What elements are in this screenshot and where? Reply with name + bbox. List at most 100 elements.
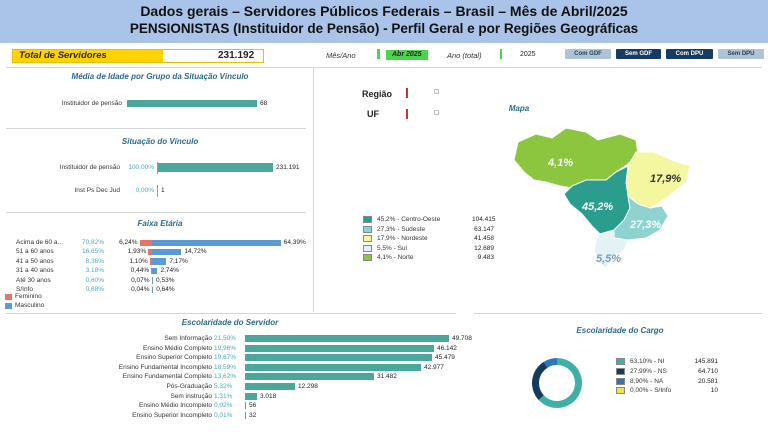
total-label: Total de Servidores bbox=[13, 50, 163, 62]
escolaridade-bar[interactable] bbox=[245, 354, 432, 362]
escolaridade-bar[interactable] bbox=[245, 383, 295, 390]
escolaridade-value: 45.479 bbox=[435, 354, 455, 362]
com-dpu-button[interactable]: Com DPU bbox=[666, 49, 713, 59]
uf-filter[interactable] bbox=[406, 109, 464, 119]
escolaridade-row-label: Ensino Fundamental Completo bbox=[122, 373, 212, 381]
escolaridade-pct: 18,59% bbox=[214, 363, 237, 371]
escolaridade-cargo-donut bbox=[532, 358, 582, 408]
escolaridade-value: 49.708 bbox=[452, 335, 472, 342]
cargo-legend-value: 64.710 bbox=[698, 367, 718, 375]
situacao-row-label: Instituidor de pensão bbox=[59, 164, 120, 171]
map-legend-swatch bbox=[363, 254, 372, 261]
cargo-legend-swatch bbox=[616, 358, 625, 365]
map-region-sul[interactable] bbox=[593, 229, 629, 269]
escolaridade-value: 12.298 bbox=[298, 383, 318, 390]
faixa-fem-bar[interactable] bbox=[151, 277, 152, 284]
total-value: 231.192 bbox=[218, 50, 255, 61]
escolaridade-bar[interactable] bbox=[245, 411, 246, 419]
escolaridade-bar[interactable] bbox=[245, 402, 246, 410]
sem-gdf-button[interactable]: Sem GDF bbox=[616, 49, 661, 59]
escolaridade-row-label: Sem instrução bbox=[170, 392, 212, 400]
regiao-label: Região bbox=[362, 89, 393, 99]
escolaridade-pct: 21,50% bbox=[214, 335, 237, 342]
escolaridade-bar[interactable] bbox=[245, 392, 257, 400]
cargo-legend-label[interactable]: 63,10% - NI bbox=[630, 358, 665, 365]
donut-slice[interactable] bbox=[543, 358, 557, 368]
cargo-legend-swatch bbox=[616, 387, 625, 395]
escolaridade-pct: 19,67% bbox=[214, 354, 237, 362]
cargo-legend-swatch bbox=[616, 377, 625, 385]
cargo-legend-label[interactable]: 27,99% - NS bbox=[630, 367, 667, 375]
sem-dpu-button[interactable]: Sem DPU bbox=[718, 49, 764, 59]
faixa-pct: 16,65% bbox=[81, 248, 104, 256]
faixa-row-label: Acima de 60 a... bbox=[16, 239, 63, 246]
faixa-fem-value: 0,07% bbox=[131, 276, 150, 284]
map-region-sudeste[interactable] bbox=[613, 194, 669, 241]
situacao-value: 1 bbox=[161, 187, 165, 194]
total-servidores-card: Total de Servidores 231.192 bbox=[12, 49, 264, 63]
faixa-masc-bar[interactable] bbox=[152, 239, 281, 246]
faixa-masc-value: 0,53% bbox=[156, 276, 175, 284]
faixa-fem-bar[interactable] bbox=[149, 258, 152, 265]
faixa-legend-swatch bbox=[5, 303, 12, 309]
mes-ano-label: Mês/Ano bbox=[326, 51, 356, 60]
map-legend-value: 12.689 bbox=[474, 244, 494, 252]
faixa-fem-bar[interactable] bbox=[151, 286, 152, 293]
map-legend-label[interactable]: 27,3% - Sudeste bbox=[377, 225, 426, 233]
situacao-bar[interactable] bbox=[158, 163, 273, 172]
faixa-row-label: 41 a 50 anos bbox=[16, 257, 54, 265]
idade-bar[interactable] bbox=[127, 100, 257, 107]
top-divider bbox=[6, 67, 762, 68]
donut-slice[interactable] bbox=[532, 361, 548, 400]
escolaridade-pct: 0,01% bbox=[214, 411, 233, 419]
faixa-masc-bar[interactable] bbox=[152, 258, 167, 265]
divider-3 bbox=[6, 313, 456, 314]
page-title: Dados gerais – Servidores Públicos Feder… bbox=[140, 3, 628, 19]
com-gdf-button[interactable]: Com GDF bbox=[565, 49, 611, 59]
mes-ano-select[interactable]: Abr 2025 bbox=[386, 50, 428, 60]
escolaridade-bar[interactable] bbox=[245, 335, 449, 342]
map-legend-label[interactable]: 4,1% - Norte bbox=[377, 254, 414, 261]
faixa-masc-bar[interactable] bbox=[152, 248, 182, 256]
cargo-legend-value: 20.581 bbox=[698, 377, 718, 385]
faixa-pct: 0,68% bbox=[85, 286, 104, 293]
faixa-row-label: 51 a 60 anos bbox=[16, 248, 54, 256]
escolaridade-pct: 13,62% bbox=[214, 373, 237, 381]
map-region-norte[interactable] bbox=[513, 127, 639, 189]
escolaridade-bar[interactable] bbox=[245, 373, 374, 381]
divider-1 bbox=[6, 128, 306, 129]
faixa-fem-bar[interactable] bbox=[148, 248, 152, 256]
map-label-sudeste: 27,3% bbox=[629, 219, 661, 231]
cargo-legend-value: 10 bbox=[710, 387, 718, 395]
regiao-filter[interactable] bbox=[406, 88, 464, 98]
map-legend-label[interactable]: 5,5% - Sul bbox=[377, 244, 407, 252]
cargo-legend-label[interactable]: 8,90% - NA bbox=[630, 377, 664, 385]
faixa-pct: 0,60% bbox=[85, 276, 104, 284]
map-label-nordeste: 17,9% bbox=[650, 173, 681, 185]
ano-total-select[interactable]: 2025 bbox=[520, 51, 536, 58]
map-label-centro-oeste: 45,2% bbox=[581, 201, 613, 213]
faixa-legend-swatch bbox=[5, 294, 12, 300]
faixa-row-label: 31 a 40 anos bbox=[16, 267, 54, 275]
faixa-masc-bar[interactable] bbox=[152, 286, 154, 293]
faixa-masc-bar[interactable] bbox=[152, 277, 154, 284]
escolaridade-pct: 19,96% bbox=[214, 344, 237, 352]
divider-4 bbox=[474, 313, 762, 314]
escolaridade-bar[interactable] bbox=[245, 344, 434, 352]
faixa-fem-value: 6,24% bbox=[119, 239, 138, 246]
page-header: Dados gerais – Servidores Públicos Feder… bbox=[0, 0, 768, 43]
faixa-pct: 8,36% bbox=[85, 257, 104, 265]
escolaridade-pct: 1,31% bbox=[214, 392, 233, 400]
faixa-pct: 70,82% bbox=[81, 239, 104, 246]
map-legend-label[interactable]: 45,2% - Centro-Oeste bbox=[377, 216, 441, 223]
faixa-fem-bar[interactable] bbox=[151, 267, 152, 275]
faixa-fem-bar[interactable] bbox=[139, 239, 152, 246]
map-legend-swatch bbox=[363, 225, 372, 233]
ano-total-marker bbox=[500, 49, 502, 59]
vertical-divider bbox=[313, 67, 314, 312]
escolaridade-bar[interactable] bbox=[245, 363, 421, 371]
map-legend-label[interactable]: 17,9% - Nordeste bbox=[377, 235, 428, 242]
faixa-masc-bar[interactable] bbox=[152, 267, 158, 275]
donut-slice[interactable] bbox=[538, 358, 582, 408]
cargo-legend-label[interactable]: 0,00% - S/Info bbox=[630, 387, 672, 395]
